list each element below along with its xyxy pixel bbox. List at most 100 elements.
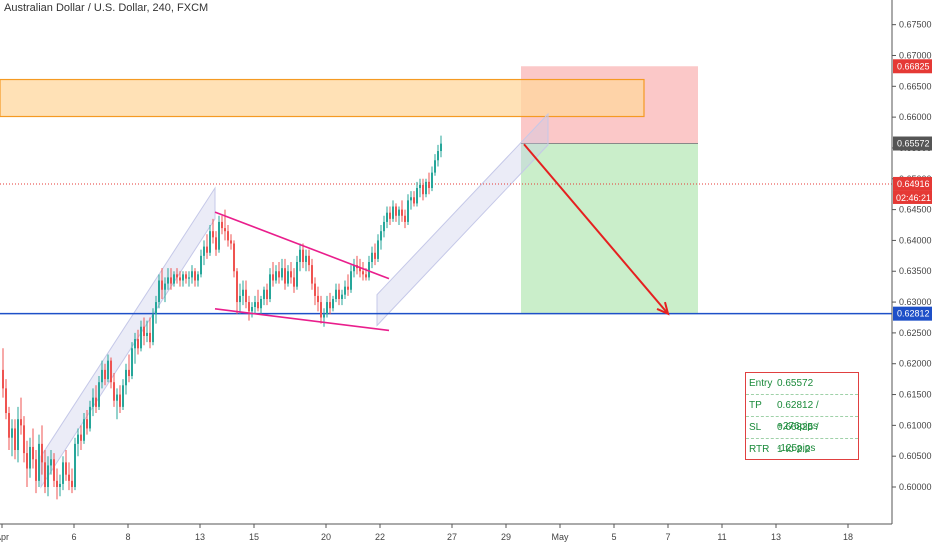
trend-channel — [376, 112, 549, 327]
price-badge — [893, 306, 932, 321]
candle-body — [59, 483, 61, 488]
price-badge — [893, 136, 932, 151]
candle-body — [194, 271, 196, 281]
candle-body — [383, 221, 385, 232]
candle-body — [32, 446, 34, 460]
projection-arrow — [523, 143, 669, 315]
candle-body — [17, 419, 19, 451]
sl-value: 0.66825 / -125pips — [777, 422, 819, 454]
candle-body — [221, 221, 223, 229]
y-tick-label: 0.67000 — [899, 50, 932, 60]
x-tick-label: 5 — [611, 532, 616, 542]
candle-body — [188, 277, 190, 279]
candle-body — [14, 428, 16, 451]
candle-body — [344, 286, 346, 295]
candle-body — [425, 181, 427, 195]
candle-body — [5, 388, 7, 414]
x-tick-label: 15 — [249, 532, 259, 542]
y-tick-label: 0.62500 — [899, 328, 932, 338]
candle-body — [161, 280, 163, 290]
candle-body — [401, 209, 403, 216]
triangle-trendline — [214, 308, 390, 332]
trend-channel — [40, 186, 216, 489]
candle-body — [11, 428, 13, 438]
candle-body — [278, 271, 280, 278]
price-badge-label: 0.66825 — [897, 61, 930, 71]
candle-body — [227, 231, 229, 241]
y-tick-label: 0.67500 — [899, 20, 932, 30]
arrow-head — [656, 301, 670, 316]
candle-body — [269, 274, 271, 299]
candle-body — [2, 369, 4, 389]
candle-body — [152, 314, 154, 343]
candle-body — [410, 197, 412, 201]
candle-body — [89, 406, 91, 429]
candle-body — [230, 240, 232, 244]
candle-body — [284, 268, 286, 284]
candle-body — [98, 382, 100, 407]
candle-body — [323, 314, 325, 318]
candle-body — [419, 184, 421, 189]
x-tick-label: 6 — [71, 532, 76, 542]
candle-body — [413, 197, 415, 204]
candle-body — [305, 255, 307, 262]
price-badge — [893, 59, 932, 74]
candle-body — [395, 206, 397, 216]
price-badge — [893, 176, 932, 191]
price-badge-label: 0.62812 — [897, 309, 930, 319]
candle-body — [134, 339, 136, 349]
candle-body — [77, 434, 79, 444]
x-tick-label: 13 — [771, 532, 781, 542]
candle-body — [23, 425, 25, 454]
candle-body — [203, 246, 205, 256]
candle-body — [20, 419, 22, 426]
candle-body — [125, 369, 127, 386]
tp-label: TP — [749, 400, 762, 411]
candle-body — [434, 160, 436, 173]
candle-body — [47, 465, 49, 488]
candle-body — [149, 332, 151, 343]
x-tick-label: 7 — [665, 532, 670, 542]
candle-body — [74, 443, 76, 488]
candle-body — [176, 274, 178, 278]
candle-body — [335, 289, 337, 299]
candle-body — [212, 231, 214, 238]
x-tick-label: May — [551, 532, 569, 542]
candle-body — [8, 413, 10, 438]
candle-body — [281, 268, 283, 278]
y-tick-label: 0.60500 — [899, 451, 932, 461]
candle-body — [164, 283, 166, 290]
candle-body — [407, 200, 409, 222]
candle-body — [80, 434, 82, 441]
candle-body — [65, 462, 67, 475]
sl-label: SL — [749, 422, 762, 433]
candle-body — [119, 394, 121, 407]
candle-body — [50, 459, 52, 466]
candle-body — [110, 360, 112, 383]
candle-body — [380, 231, 382, 241]
candle-body — [317, 295, 319, 303]
candle-body — [191, 271, 193, 278]
y-tick-label: 0.66500 — [899, 81, 932, 91]
candle-body — [200, 255, 202, 275]
candle-body — [224, 228, 226, 232]
candle-body — [329, 302, 331, 309]
x-tick-label: 20 — [321, 532, 331, 542]
candle-body — [272, 274, 274, 281]
candle-body — [437, 151, 439, 161]
candle-body — [275, 271, 277, 281]
candle-body — [86, 419, 88, 429]
candle-body — [197, 274, 199, 281]
candle-body — [431, 172, 433, 189]
candle-body — [296, 262, 298, 287]
candle-body — [386, 212, 388, 222]
candle-body — [365, 274, 367, 278]
y-tick-label: 0.61000 — [899, 420, 932, 430]
symbol-title: Australian Dollar / U.S. Dollar, 240, FX… — [4, 2, 209, 14]
candle-body — [311, 265, 313, 284]
candle-body — [92, 397, 94, 407]
candle-body — [170, 277, 172, 284]
candle-body — [308, 255, 310, 266]
tp-value: 0.62812 / +276pips — [777, 400, 819, 432]
